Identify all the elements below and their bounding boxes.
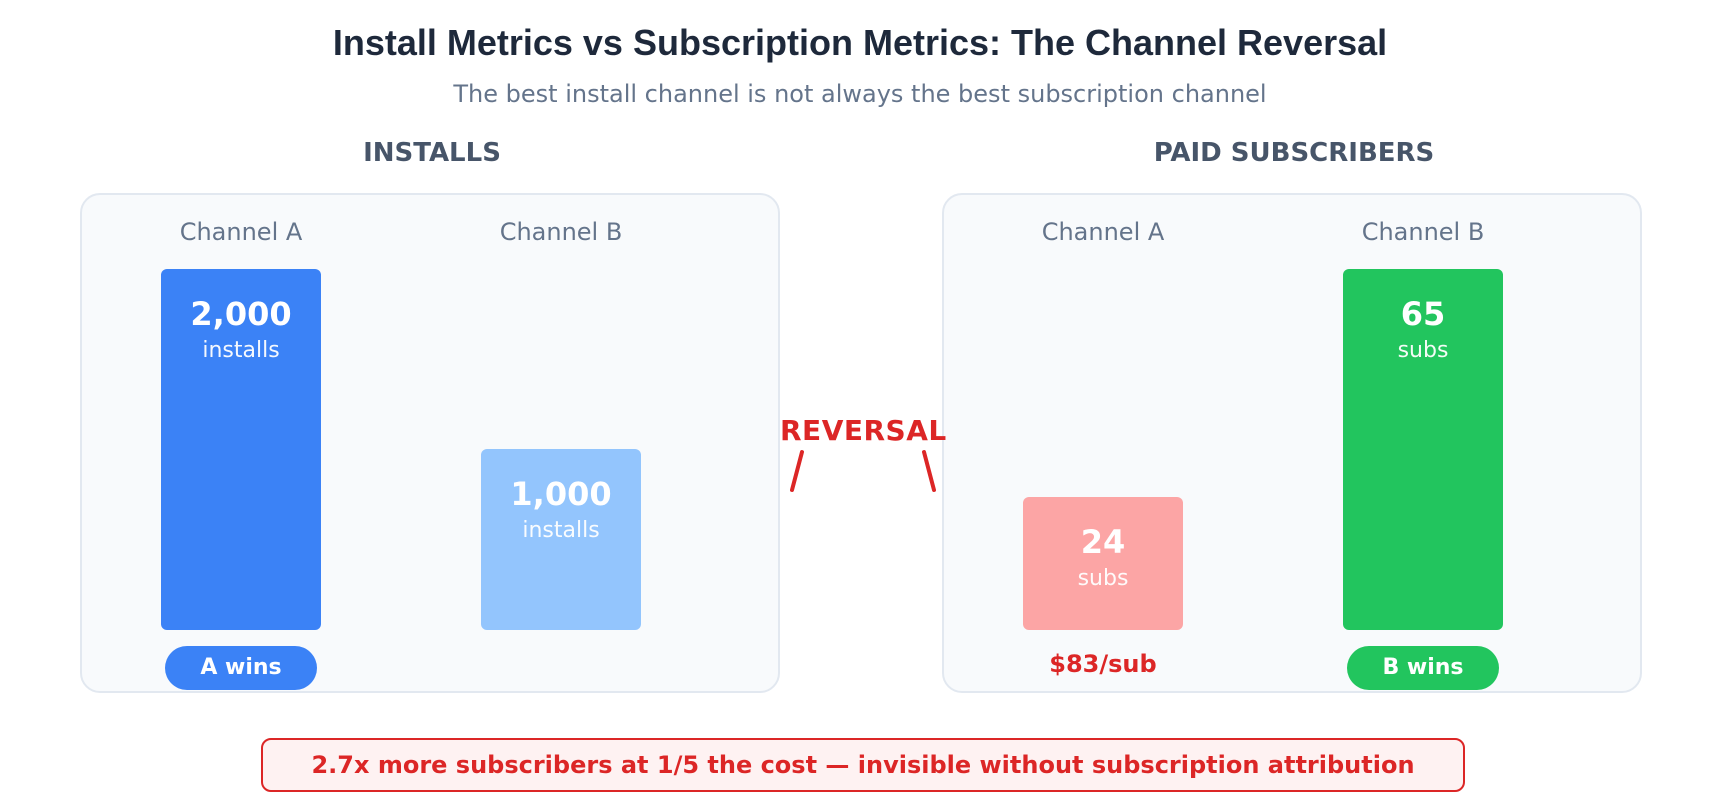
subs-value-label-a: 24 (1080, 523, 1126, 561)
installs-category-label-b: Channel B (499, 218, 623, 246)
summary-callout: 2.7x more subscribers at 1/5 the cost — … (261, 738, 1465, 792)
installs-unit-label-a: installs (202, 338, 280, 363)
installs-category-label-a: Channel A (179, 218, 303, 246)
installs-unit-label-b: installs (522, 518, 600, 543)
reversal-label: REVERSAL (780, 414, 947, 447)
subs-unit-label-a: subs (1077, 566, 1129, 591)
installs-value-label-a: 2,000 (190, 295, 292, 333)
a-wins-badge: A wins (165, 646, 317, 690)
chart-subtitle: The best install channel is not always t… (453, 80, 1267, 108)
installs-section-title: INSTALLS (363, 138, 501, 168)
subs-unit-label-b: subs (1397, 338, 1449, 363)
reversal-left-stroke (790, 450, 804, 492)
installs-bar-channel-b: 1,000 installs (481, 449, 641, 630)
b-wins-badge: B wins (1347, 646, 1499, 690)
subs-bar-channel-b: 65 subs (1343, 269, 1503, 630)
installs-value-label-b: 1,000 (510, 475, 612, 513)
installs-bar-channel-a: 2,000 installs (161, 269, 321, 630)
reversal-arrows (790, 450, 936, 492)
subs-category-label-a: Channel A (1041, 218, 1165, 246)
subscribers-section-title: PAID SUBSCRIBERS (1153, 138, 1435, 168)
subs-value-label-b: 65 (1400, 295, 1446, 333)
chart-title: Install Metrics vs Subscription Metrics:… (332, 22, 1388, 63)
cost-per-sub-label: $83/sub (1049, 650, 1157, 678)
subs-bar-channel-a: 24 subs (1023, 497, 1183, 630)
subs-category-label-b: Channel B (1361, 218, 1485, 246)
reversal-right-stroke (922, 450, 936, 492)
